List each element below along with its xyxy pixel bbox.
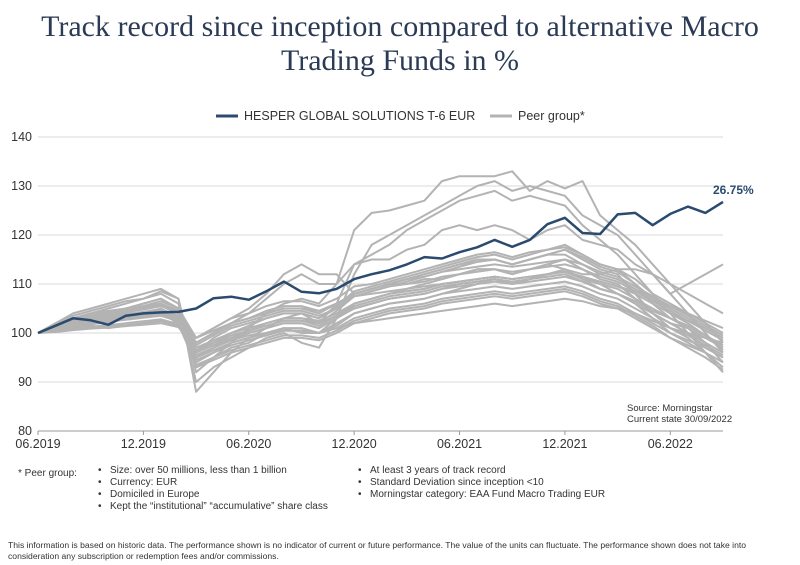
legend-label-fund: HESPER GLOBAL SOLUTIONS T-6 EUR <box>244 109 475 123</box>
peer-criteria-list-2: At least 3 years of track record Standar… <box>358 465 605 501</box>
chart-legend: HESPER GLOBAL SOLUTIONS T-6 EUR Peer gro… <box>216 109 585 123</box>
peer-series-line <box>37 243 724 364</box>
peer-series-line <box>37 248 724 359</box>
y-tick-label: 100 <box>11 326 32 340</box>
peer-series-line <box>37 297 724 352</box>
line-chart: HESPER GLOBAL SOLUTIONS T-6 EUR Peer gro… <box>11 109 754 451</box>
peer-criterion: Kept the “institutional” “accumulative” … <box>98 501 328 513</box>
x-tick-label: 12.2021 <box>542 437 587 451</box>
x-tick-label: 06.2021 <box>437 437 482 451</box>
x-tick-label: 06.2022 <box>648 437 693 451</box>
peer-criterion: Size: over 50 millions, less than 1 bill… <box>98 465 328 477</box>
fund-series-group <box>37 200 724 335</box>
fund-series-line <box>37 200 724 335</box>
y-tick-label: 90 <box>18 375 32 389</box>
peer-series-line <box>37 280 724 361</box>
x-tick-label: 12.2019 <box>121 437 166 451</box>
x-tick-label: 06.2020 <box>226 437 271 451</box>
x-axis: 06.2019 12.2019 06.2020 12.2020 06.2021 12.20… <box>15 431 693 451</box>
peer-series-line <box>37 285 724 359</box>
title-line-1: Track record since inception compared to… <box>41 10 759 43</box>
x-tick-label: 06.2019 <box>15 437 60 451</box>
peer-series-line <box>37 263 724 339</box>
y-tick-label: 120 <box>11 228 32 242</box>
disclaimer-text: This information is based on historic da… <box>8 540 747 561</box>
y-tick-label: 110 <box>12 277 32 291</box>
source-label: Source: Morningstar <box>627 403 713 414</box>
peer-criterion: Morningstar category: EAA Fund Macro Tra… <box>358 489 605 501</box>
current-state-label: Current state 30/09/2022 <box>627 414 732 425</box>
peer-criterion: Domiciled in Europe <box>98 489 328 501</box>
title-line-2: Trading Funds in % <box>280 44 520 77</box>
peer-criterion: Standard Deviation since inception <10 <box>358 477 605 489</box>
fund-end-label: 26.75% <box>713 183 754 197</box>
legend-label-peer: Peer group* <box>518 109 585 123</box>
peer-criterion: At least 3 years of track record <box>358 465 605 477</box>
peer-series-line <box>37 290 724 369</box>
peer-series-group <box>37 170 724 393</box>
page-title: Track record since inception compared to… <box>0 10 800 78</box>
y-tick-label: 130 <box>11 179 32 193</box>
y-axis: 140 130 120 110 100 90 80 <box>11 130 32 438</box>
peer-criteria-list-1: Size: over 50 millions, less than 1 bill… <box>98 465 328 513</box>
peer-series-line <box>37 180 724 383</box>
peer-series-line <box>37 287 724 371</box>
peer-group-label: * Peer group: <box>18 468 77 479</box>
y-tick-label: 80 <box>18 424 32 438</box>
x-tick-label: 12.2020 <box>332 437 377 451</box>
y-tick-label: 140 <box>11 130 32 144</box>
peer-criterion: Currency: EUR <box>98 477 328 489</box>
